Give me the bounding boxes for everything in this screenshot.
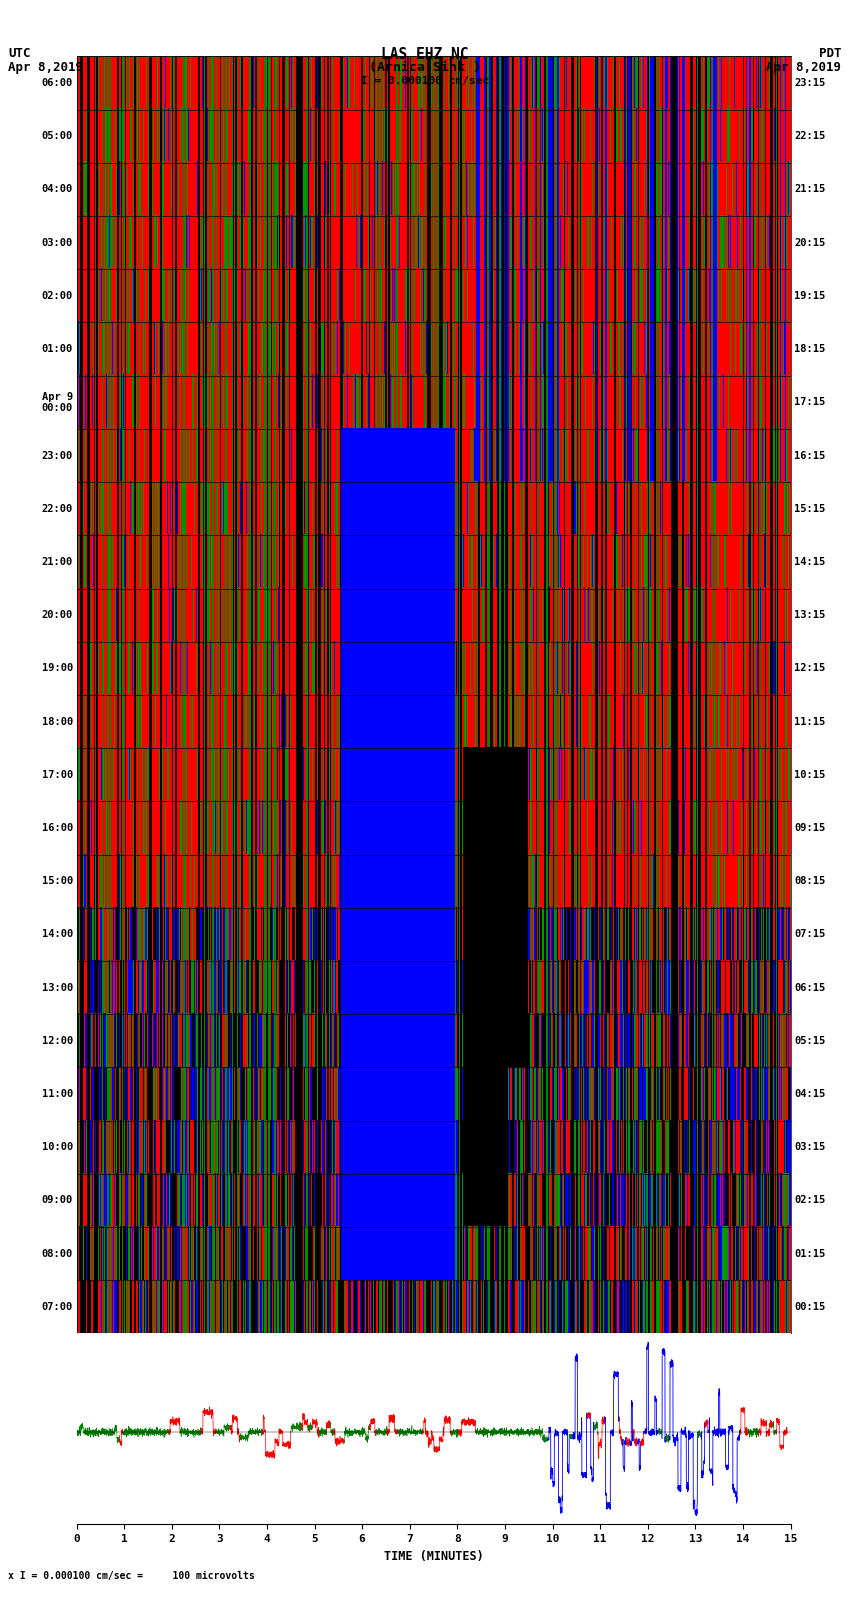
Text: 15:15: 15:15	[794, 503, 825, 513]
Text: 08:15: 08:15	[794, 876, 825, 886]
Text: 19:15: 19:15	[794, 290, 825, 302]
Text: 12:15: 12:15	[794, 663, 825, 673]
Text: 15:00: 15:00	[42, 876, 73, 886]
Text: 09:00: 09:00	[42, 1195, 73, 1205]
X-axis label: TIME (MINUTES): TIME (MINUTES)	[383, 1550, 484, 1563]
Text: 23:00: 23:00	[42, 450, 73, 461]
Text: 06:00: 06:00	[42, 77, 73, 89]
Text: 17:15: 17:15	[794, 397, 825, 408]
Text: PDT: PDT	[819, 47, 842, 60]
Text: 19:00: 19:00	[42, 663, 73, 673]
Text: 18:00: 18:00	[42, 716, 73, 726]
Text: 01:00: 01:00	[42, 344, 73, 355]
Text: 10:15: 10:15	[794, 769, 825, 779]
Text: 07:00: 07:00	[42, 1302, 73, 1311]
Text: Apr 8,2019: Apr 8,2019	[8, 61, 83, 74]
Text: x I = 0.000100 cm/sec =     100 microvolts: x I = 0.000100 cm/sec = 100 microvolts	[8, 1571, 255, 1581]
Text: 08:00: 08:00	[42, 1248, 73, 1258]
Text: 05:00: 05:00	[42, 131, 73, 142]
Text: 03:00: 03:00	[42, 237, 73, 248]
Text: 03:15: 03:15	[794, 1142, 825, 1152]
Text: 07:15: 07:15	[794, 929, 825, 939]
Text: 21:00: 21:00	[42, 556, 73, 566]
Text: 16:00: 16:00	[42, 823, 73, 832]
Text: Apr 9
00:00: Apr 9 00:00	[42, 392, 73, 413]
Text: 20:15: 20:15	[794, 237, 825, 248]
Text: 11:00: 11:00	[42, 1089, 73, 1098]
Text: 21:15: 21:15	[794, 184, 825, 195]
Text: (Arnica Sink ): (Arnica Sink )	[369, 61, 481, 74]
Text: 05:15: 05:15	[794, 1036, 825, 1045]
Text: 14:15: 14:15	[794, 556, 825, 566]
Text: 11:15: 11:15	[794, 716, 825, 726]
Text: 16:15: 16:15	[794, 450, 825, 461]
Text: 10:00: 10:00	[42, 1142, 73, 1152]
Text: 06:15: 06:15	[794, 982, 825, 992]
Text: 04:15: 04:15	[794, 1089, 825, 1098]
Text: 09:15: 09:15	[794, 823, 825, 832]
Text: 04:00: 04:00	[42, 184, 73, 195]
Text: 18:15: 18:15	[794, 344, 825, 355]
Text: 12:00: 12:00	[42, 1036, 73, 1045]
Text: 22:15: 22:15	[794, 131, 825, 142]
Text: Apr 8,2019: Apr 8,2019	[767, 61, 842, 74]
Text: UTC: UTC	[8, 47, 31, 60]
Text: I = 0.000100 cm/sec: I = 0.000100 cm/sec	[361, 76, 489, 85]
Text: 20:00: 20:00	[42, 610, 73, 619]
Text: 01:15: 01:15	[794, 1248, 825, 1258]
Text: 02:15: 02:15	[794, 1195, 825, 1205]
Text: 22:00: 22:00	[42, 503, 73, 513]
Text: 17:00: 17:00	[42, 769, 73, 779]
Text: LAS EHZ NC: LAS EHZ NC	[382, 47, 468, 61]
Text: 14:00: 14:00	[42, 929, 73, 939]
Text: 23:15: 23:15	[794, 77, 825, 89]
Text: 13:00: 13:00	[42, 982, 73, 992]
Text: 13:15: 13:15	[794, 610, 825, 619]
Text: 02:00: 02:00	[42, 290, 73, 302]
Text: 00:15: 00:15	[794, 1302, 825, 1311]
